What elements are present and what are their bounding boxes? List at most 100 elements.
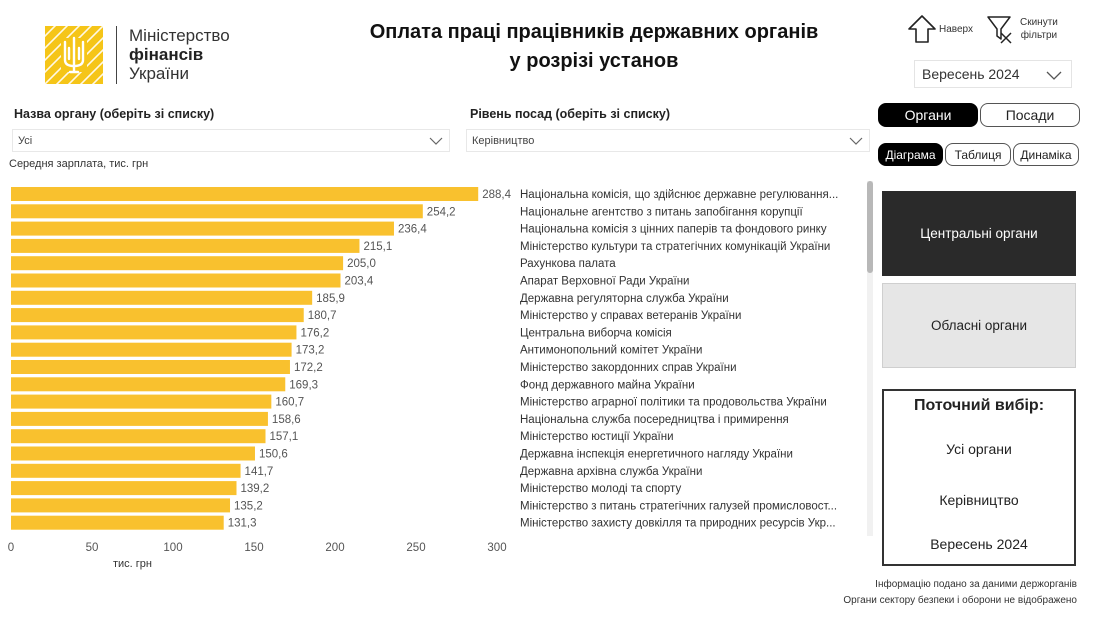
chart-scrollbar[interactable] (867, 181, 873, 536)
bar-category-label: Міністерство закордонних справ України (520, 362, 737, 374)
bar-category-label: Міністерство з питань стратегічних галуз… (520, 500, 837, 512)
bar-value-label: 236,4 (398, 224, 427, 236)
reset-filters-line-1: Скинути (1020, 17, 1058, 28)
logo-line-1: Міністерство (129, 26, 230, 45)
bar-category-label: Міністерство молоді та спорту (520, 483, 681, 495)
bar (11, 290, 313, 305)
back-to-top-button[interactable]: Наверх (907, 14, 973, 44)
bar-value-label: 135,2 (234, 500, 263, 512)
bar-category-label: Центральна виборча комісія (520, 327, 672, 339)
bar (11, 204, 423, 219)
organ-filter-value: Усі (18, 134, 33, 147)
tab-dynamics[interactable]: Динаміка (1013, 143, 1079, 166)
chevron-down-icon (1046, 71, 1062, 80)
bar-category-label: Рахункова палата (520, 258, 616, 270)
chevron-down-icon (429, 137, 443, 145)
bar-value-label: 172,2 (294, 362, 323, 374)
bar (11, 273, 341, 288)
current-selection-title: Поточний вибір: (913, 397, 1045, 414)
bar-category-label: Національна комісія, що здійснює державн… (520, 189, 838, 201)
bar (11, 238, 360, 253)
reset-filters-button[interactable]: Скинути фільтри (986, 14, 1058, 44)
bar-category-label: Державна інспекція енергетичного нагляду… (520, 449, 793, 461)
x-axis-label: тис. грн (113, 558, 152, 570)
tab-table[interactable]: Таблиця (945, 143, 1011, 166)
bar (11, 446, 255, 461)
filter-clear-icon (987, 16, 1012, 44)
bar-value-label: 203,4 (345, 276, 374, 288)
bar (11, 498, 231, 513)
salary-bar-chart: 288,4 Національна комісія, що здійснює де… (8, 187, 838, 570)
bar-value-label: 157,1 (270, 431, 299, 443)
tab-organs[interactable]: Органи (878, 103, 978, 127)
bar (11, 429, 266, 444)
current-selection-month: Вересень 2024 (930, 536, 1028, 552)
logo-line-3: України (129, 64, 189, 83)
tab-positions[interactable]: Посади (980, 103, 1080, 127)
bar-category-label: Національне агентство з питань запобіган… (520, 206, 803, 218)
bar-value-label: 139,2 (241, 483, 270, 495)
bar-value-label: 180,7 (308, 310, 337, 322)
bar-value-label: 173,2 (296, 345, 325, 357)
bar (11, 256, 344, 271)
reset-filters-line-2: фільтри (1020, 30, 1058, 41)
level-filter-value: Керівництво (472, 134, 535, 147)
month-select-value: Вересень 2024 (922, 66, 1020, 82)
bar-category-label: Апарат Верховної Ради України (520, 276, 690, 288)
logo-line-2: фінансів (129, 45, 204, 64)
central-organs-button[interactable]: Центральні органи (882, 191, 1076, 276)
x-tick-label: 250 (406, 542, 425, 554)
bar (11, 377, 286, 392)
bar (11, 360, 290, 374)
tab-diagram[interactable]: Діаграма (878, 143, 943, 166)
regional-organs-button[interactable]: Обласні органи (882, 283, 1076, 368)
bar-category-label: Антимонопольний комітет України (520, 345, 702, 357)
arrow-up-icon (908, 15, 936, 43)
month-select[interactable]: Вересень 2024 (914, 60, 1072, 88)
bar-category-label: Міністерство культури та стратегічних ко… (520, 241, 830, 253)
bar-value-label: 158,6 (272, 414, 301, 426)
bar-value-label: 254,2 (427, 206, 456, 218)
bar-category-label: Національна служба посередництва і прими… (520, 414, 789, 426)
bar-category-label: Міністерство аграрної політики та продов… (520, 397, 827, 409)
reset-filters-label: Скинути фільтри (1020, 16, 1058, 42)
trident-emblem-icon (45, 26, 103, 84)
title-line-1: Оплата праці працівників державних орган… (369, 21, 819, 43)
chart-scroll-thumb[interactable] (867, 181, 873, 273)
footnote-security: Органи сектору безпеки і оборони не відо… (843, 595, 1077, 606)
level-filter-select[interactable]: Керівництво (466, 129, 870, 152)
bar-value-label: 176,2 (300, 327, 329, 339)
bar-value-label: 185,9 (316, 293, 345, 305)
bar-value-label: 215,1 (363, 241, 392, 253)
bar-category-label: Державна архівна служба України (520, 466, 702, 478)
organ-filter-select[interactable]: Усі (12, 129, 450, 152)
title-line-2: у розрізі установ (509, 50, 679, 72)
x-tick-label: 300 (487, 542, 506, 554)
current-selection-level: Керівництво (939, 492, 1019, 508)
bar-value-label: 288,4 (482, 189, 511, 201)
organ-filter-label: Назва органу (оберіть зі списку) (14, 107, 215, 121)
bar (11, 394, 272, 409)
bar (11, 481, 237, 496)
bar-category-label: Міністерство юстиції України (520, 431, 674, 443)
chevron-down-icon (849, 137, 863, 145)
bar (11, 325, 297, 340)
footnote-source: Інформацію подано за даними держорганів (875, 579, 1077, 590)
logo-divider (116, 26, 117, 84)
logo-text: Міністерство фінансів України (129, 26, 230, 83)
back-to-top-label: Наверх (939, 23, 973, 35)
bar (11, 515, 224, 530)
bar (11, 342, 292, 357)
ministry-logo: Міністерство фінансів України (45, 26, 230, 84)
bar-value-label: 141,7 (245, 466, 274, 478)
bar-category-label: Міністерство у справах ветеранів України (520, 310, 741, 322)
page-title: Оплата праці працівників державних орган… (330, 18, 858, 76)
bar-category-label: Фонд державного майна України (520, 379, 695, 391)
bar-category-label: Міністерство захисту довкілля та природн… (520, 518, 836, 530)
level-filter-label: Рівень посад (оберіть зі списку) (470, 107, 670, 121)
current-selection-organ: Усі органи (946, 441, 1012, 457)
bar-category-label: Національна комісія з цінних паперів та … (520, 224, 827, 236)
current-selection-card: Поточний вибір: Усі органи Керівництво В… (882, 389, 1076, 566)
x-tick-label: 50 (86, 542, 99, 554)
bar-value-label: 150,6 (259, 449, 288, 461)
